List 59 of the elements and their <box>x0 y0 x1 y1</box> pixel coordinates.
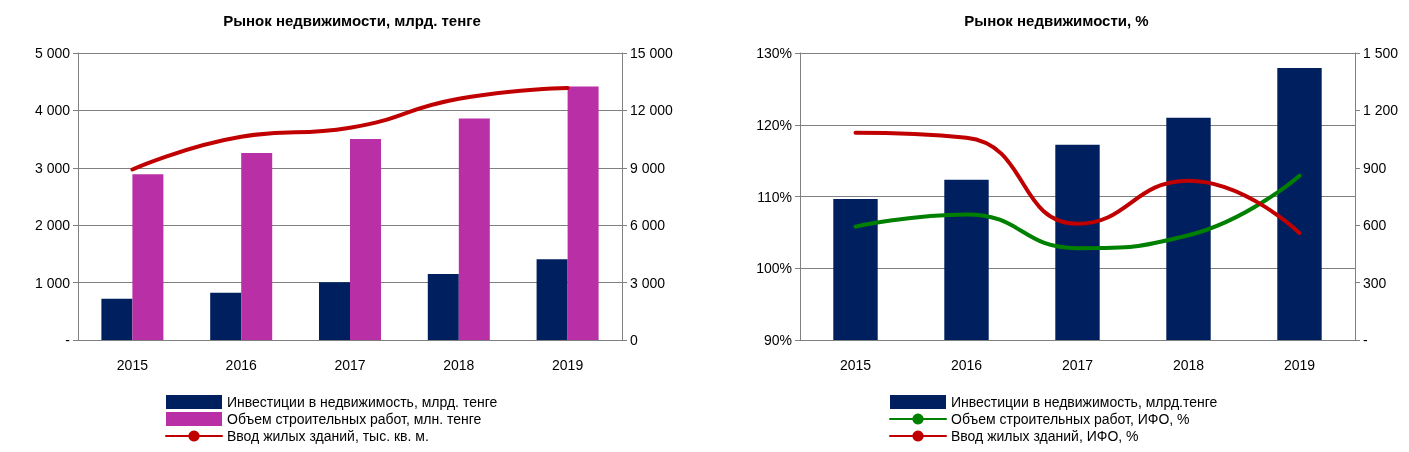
x-tick-label: 2018 <box>443 357 475 373</box>
x-tick-label: 2015 <box>839 357 872 373</box>
chart-title: Рынок недвижимости, % <box>964 12 1149 29</box>
x-tick-label: 2015 <box>116 357 149 373</box>
line-series <box>130 85 570 172</box>
bar <box>318 282 350 340</box>
legend-label: Ввод жилых зданий, ИФО, % <box>951 428 1139 444</box>
bar <box>241 153 273 340</box>
y2-tick-label: 300 <box>1363 274 1387 291</box>
legend-label: Инвестиции в недвижимость, млрд.тенге <box>951 394 1218 410</box>
bar <box>1055 144 1100 340</box>
y-tick-label: 2 000 <box>34 217 71 234</box>
x-tick-label: 2017 <box>334 357 366 373</box>
y-tick-label: 130% <box>756 45 792 61</box>
bar <box>427 274 459 340</box>
bar <box>944 179 989 340</box>
legend-label: Инвестиции в недвижимость, млрд. тенге <box>227 394 498 410</box>
bar <box>536 259 568 340</box>
bar <box>210 292 242 340</box>
y2-tick-label: 600 <box>1363 217 1387 234</box>
y2-tick-label: 900 <box>1363 159 1387 176</box>
y2-tick-label: 1 500 <box>1363 45 1399 61</box>
y2-tick-label: 0 <box>630 332 638 348</box>
y2-tick-label: 15 000 <box>630 45 674 61</box>
legend-label: Объем строительных работ, ИФО, % <box>951 411 1190 427</box>
legend-label: Ввод жилых зданий, тыс. кв. м. <box>227 428 429 444</box>
bar <box>101 298 133 340</box>
legend-label: Объем строительных работ, млн. тенге <box>227 411 482 427</box>
y-tick-label: 1 000 <box>34 274 71 291</box>
x-tick-label: 2019 <box>552 357 584 373</box>
bar <box>567 86 599 340</box>
x-tick-label: 2017 <box>1061 357 1094 373</box>
y2-tick-label: - <box>1363 332 1368 348</box>
y2-tick-label: 3 000 <box>630 274 666 291</box>
y-tick-label: 110% <box>757 188 792 205</box>
y-tick-label: 90% <box>763 332 792 348</box>
y2-tick-label: 12 000 <box>630 102 674 119</box>
y-tick-label: 120% <box>756 116 792 133</box>
line-series <box>853 173 1302 251</box>
x-tick-label: 2016 <box>225 357 257 373</box>
y-tick-label: 3 000 <box>34 159 71 176</box>
x-tick-label: 2016 <box>950 357 983 373</box>
bar <box>1166 117 1211 340</box>
chart-title: Рынок недвижимости, млрд. тенге <box>223 12 481 29</box>
bar <box>1277 68 1322 340</box>
bar <box>833 198 878 340</box>
bar <box>132 174 164 340</box>
x-tick-label: 2018 <box>1172 357 1205 373</box>
line-series <box>853 130 1302 236</box>
y2-tick-label: 6 000 <box>630 217 666 234</box>
bar <box>458 118 490 340</box>
y-tick-label: - <box>65 332 71 348</box>
y2-tick-label: 9 000 <box>630 159 666 176</box>
y2-tick-label: 1 200 <box>1363 102 1399 119</box>
y-tick-label: 100% <box>756 260 792 277</box>
y-tick-label: 4 000 <box>34 102 71 119</box>
y-tick-label: 5 000 <box>34 45 71 61</box>
bar <box>350 138 382 340</box>
x-tick-label: 2019 <box>1283 357 1316 373</box>
